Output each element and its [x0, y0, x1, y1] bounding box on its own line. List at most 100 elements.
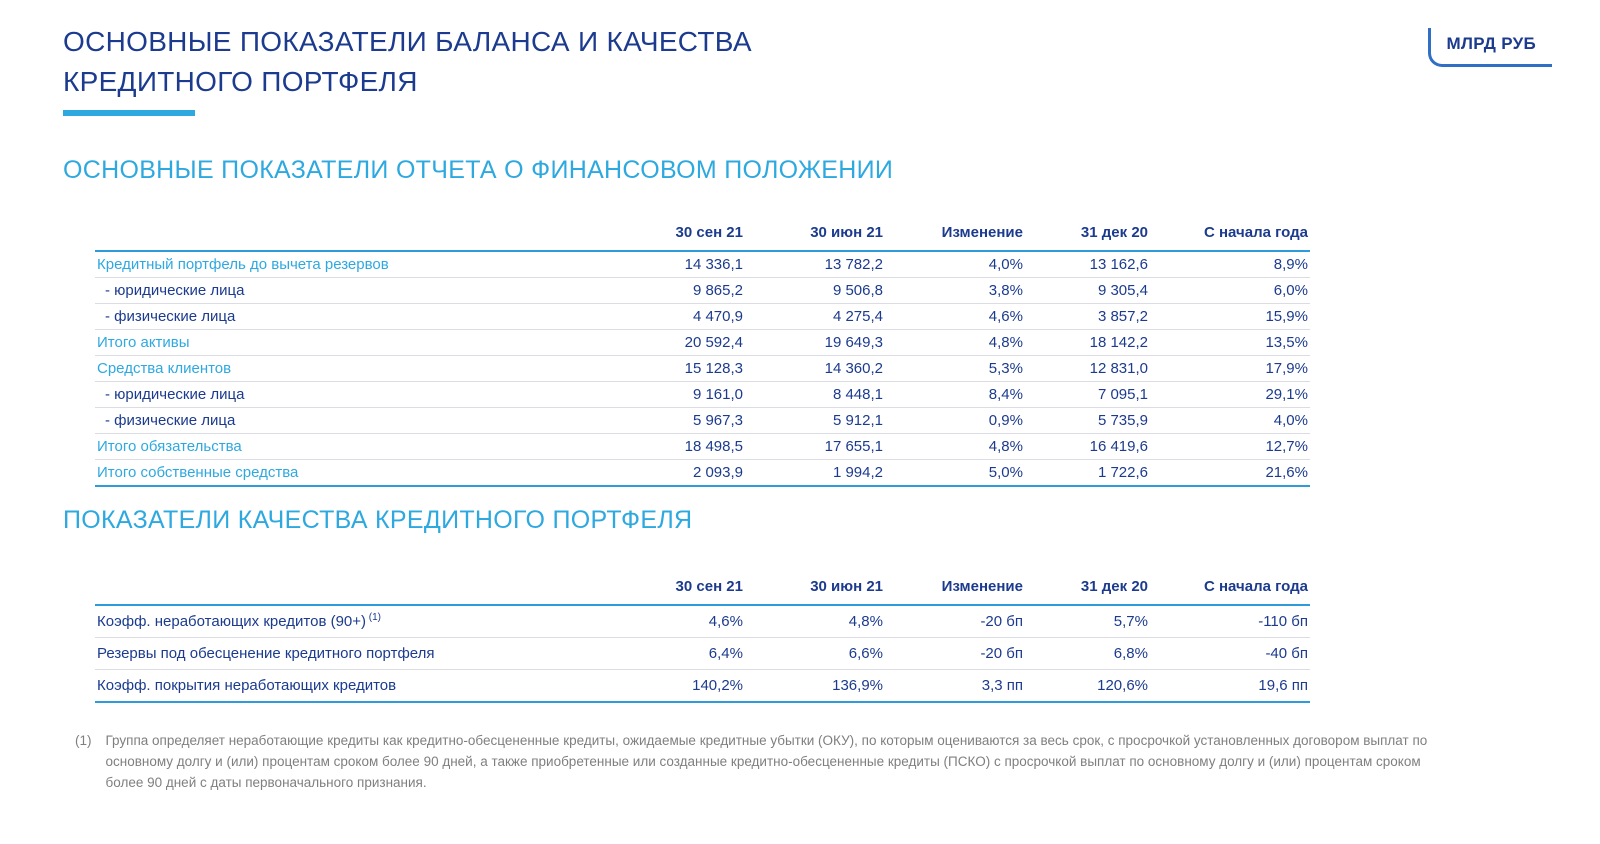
cell-value: 3,8%: [988, 282, 1023, 299]
footnote-text: Группа определяет неработающие кредиты к…: [105, 733, 1428, 790]
column-header: 30 июн 21: [810, 578, 883, 595]
financial-position-table: 30 сен 21 30 июн 21 Изменение 31 дек 20 С на…: [95, 218, 1310, 487]
row-label: - юридические лица: [105, 282, 245, 299]
cell-value: 6,8%: [1113, 645, 1148, 662]
cell-value: 13 162,6: [1089, 256, 1148, 273]
table-row: Средства клиентов 15 128,3 14 360,2 5,3% 12 …: [95, 356, 1310, 382]
column-header: Изменение: [941, 578, 1023, 595]
column-header-empty: [95, 218, 615, 251]
row-label: - юридические лица: [105, 386, 245, 403]
cell-value: 15 128,3: [684, 360, 743, 377]
cell-value: 6,4%: [708, 645, 743, 662]
table-row: Итого обязательства 18 498,5 17 655,1 4,8% 1…: [95, 434, 1310, 460]
cell-value: 5,7%: [1113, 613, 1148, 630]
cell-value: 12,7%: [1265, 438, 1308, 455]
cell-value: 4,8%: [988, 334, 1023, 351]
cell-value: 5,3%: [988, 360, 1023, 377]
row-label: Средства клиентов: [97, 360, 232, 377]
cell-value: 8,9%: [1273, 256, 1308, 273]
cell-value: 6,0%: [1273, 282, 1308, 299]
cell-value: 8,4%: [988, 386, 1023, 403]
page-title-line2: КРЕДИТНОГО ПОРТФЕЛЯ: [63, 66, 418, 97]
cell-value: 5 912,1: [832, 412, 883, 429]
cell-value: 4,0%: [1273, 412, 1308, 429]
cell-value: 20 592,4: [684, 334, 743, 351]
cell-value: 14 360,2: [824, 360, 883, 377]
table-row: Коэфф. покрытия неработающих кредитов 140…: [95, 670, 1310, 702]
cell-value: -40 бп: [1265, 645, 1308, 662]
cell-value: 12 831,0: [1089, 360, 1148, 377]
table-row: Итого собственные средства 2 093,9 1 994,2…: [95, 460, 1310, 486]
cell-value: 1 994,2: [832, 464, 883, 481]
cell-value: 7 095,1: [1097, 386, 1148, 403]
cell-value: 120,6%: [1097, 677, 1148, 694]
cell-value: 0,9%: [988, 412, 1023, 429]
portfolio-quality-table: 30 сен 21 30 июн 21 Изменение 31 дек 20 С на…: [95, 572, 1310, 703]
cell-value: 17 655,1: [824, 438, 883, 455]
cell-value: 9 506,8: [832, 282, 883, 299]
row-label: Коэфф. покрытия неработающих кредитов: [97, 677, 397, 694]
cell-value: 2 093,9: [692, 464, 743, 481]
cell-value: 4 275,4: [832, 308, 883, 325]
cell-value: 21,6%: [1265, 464, 1308, 481]
row-label: Итого собственные средства: [97, 464, 299, 481]
cell-value: 136,9%: [832, 677, 883, 694]
cell-value: -20 бп: [980, 613, 1023, 630]
column-header: 31 дек 20: [1080, 224, 1148, 241]
cell-value: 3,3 пп: [981, 677, 1023, 694]
table-row: Итого активы 20 592,4 19 649,3 4,8% 18 142,2…: [95, 330, 1310, 356]
cell-value: 14 336,1: [684, 256, 743, 273]
page-title: ОСНОВНЫЕ ПОКАЗАТЕЛИ БАЛАНСА И КАЧЕСТВА К…: [63, 22, 752, 102]
cell-value: 15,9%: [1265, 308, 1308, 325]
unit-badge: МЛРД РУБ: [1427, 28, 1552, 67]
cell-value: 13 782,2: [824, 256, 883, 273]
cell-value: 19,6 пп: [1258, 677, 1308, 694]
cell-value: 4 470,9: [692, 308, 743, 325]
table-header-row: 30 сен 21 30 июн 21 Изменение 31 дек 20 С на…: [95, 218, 1310, 251]
table-row: - физические лица 5 967,3 5 912,1 0,9% 5 735…: [95, 408, 1310, 434]
cell-value: 5 967,3: [692, 412, 743, 429]
column-header: 30 сен 21: [675, 224, 743, 241]
cell-value: 5,0%: [988, 464, 1023, 481]
cell-value: 18 142,2: [1089, 334, 1148, 351]
title-accent-bar: [63, 110, 195, 116]
table-row: Резервы под обесценение кредитного портф…: [95, 638, 1310, 670]
column-header-empty: [95, 572, 615, 605]
cell-value: 13,5%: [1265, 334, 1308, 351]
cell-value: 9 865,2: [692, 282, 743, 299]
footnote: (1) Группа определяет неработающие креди…: [75, 730, 1460, 793]
cell-value: 6,6%: [848, 645, 883, 662]
cell-value: 4,0%: [988, 256, 1023, 273]
table-row: Коэфф. неработающих кредитов (90+) (1) 4,…: [95, 605, 1310, 638]
page-title-line1: ОСНОВНЫЕ ПОКАЗАТЕЛИ БАЛАНСА И КАЧЕСТВА: [63, 26, 752, 57]
cell-value: 140,2%: [692, 677, 743, 694]
cell-value: 29,1%: [1265, 386, 1308, 403]
column-header: Изменение: [941, 224, 1023, 241]
table-header-row: 30 сен 21 30 июн 21 Изменение 31 дек 20 С на…: [95, 572, 1310, 605]
column-header: 30 июн 21: [810, 224, 883, 241]
section-heading-portfolio-quality: ПОКАЗАТЕЛИ КАЧЕСТВА КРЕДИТНОГО ПОРТФЕЛЯ: [63, 506, 693, 534]
cell-value: 4,8%: [988, 438, 1023, 455]
table-row: - юридические лица 9 161,0 8 448,1 8,4% 7 09…: [95, 382, 1310, 408]
row-label: Итого обязательства: [97, 438, 242, 455]
cell-value: -110 бп: [1258, 613, 1308, 630]
cell-value: 3 857,2: [1097, 308, 1148, 325]
table-row: Кредитный портфель до вычета резервов 14 …: [95, 251, 1310, 278]
column-header: С начала года: [1204, 578, 1308, 595]
cell-value: 18 498,5: [684, 438, 743, 455]
footnote-marker: (1): [75, 733, 92, 748]
cell-value: -20 бп: [980, 645, 1023, 662]
column-header: С начала года: [1204, 224, 1308, 241]
row-label: Кредитный портфель до вычета резервов: [97, 256, 389, 273]
column-header: 31 дек 20: [1080, 578, 1148, 595]
row-label: Резервы под обесценение кредитного портф…: [97, 645, 435, 662]
row-label: - физические лица: [105, 308, 236, 325]
cell-value: 9 305,4: [1097, 282, 1148, 299]
cell-value: 16 419,6: [1089, 438, 1148, 455]
row-label: - физические лица: [105, 412, 236, 429]
cell-value: 4,6%: [708, 613, 743, 630]
cell-value: 8 448,1: [832, 386, 883, 403]
column-header: 30 сен 21: [675, 578, 743, 595]
cell-value: 19 649,3: [824, 334, 883, 351]
